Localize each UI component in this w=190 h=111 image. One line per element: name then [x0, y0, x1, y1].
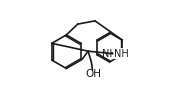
Text: OH: OH: [85, 69, 101, 79]
Text: NH: NH: [102, 49, 117, 59]
Text: NH: NH: [114, 49, 129, 59]
